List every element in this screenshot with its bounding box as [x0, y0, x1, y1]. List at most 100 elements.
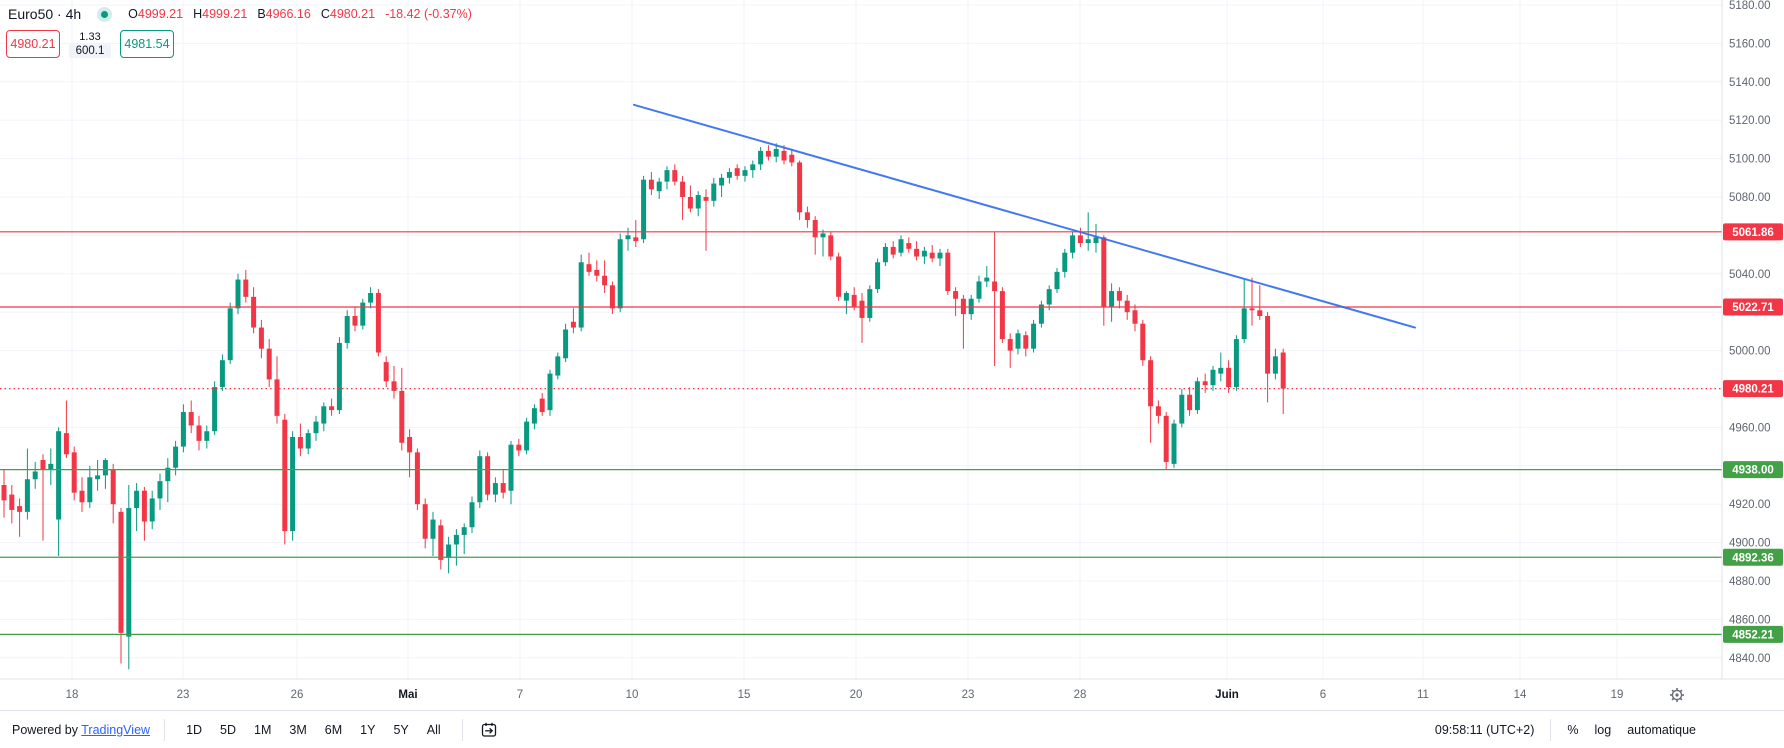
toolbar-divider	[164, 718, 166, 741]
candle-body	[664, 170, 670, 182]
x-tick-label-14[interactable]: 14	[1514, 689, 1527, 701]
candle-body	[290, 436, 296, 532]
candle-body	[1233, 339, 1239, 388]
x-tick-label-18[interactable]: 18	[66, 689, 79, 701]
x-tick-label-26[interactable]: 26	[291, 689, 304, 701]
x-tick-label-Juin[interactable]: Juin	[1215, 689, 1239, 701]
candle-body	[820, 233, 826, 238]
price-chart-svg[interactable]: 5061.86 5022.71 4980.21 4938.00 4892.36 4852.…	[0, 0, 1784, 710]
candle-body	[32, 471, 38, 480]
candle-body	[165, 467, 171, 482]
candle-body	[633, 237, 639, 242]
candle-body	[1179, 394, 1185, 424]
candle-body	[63, 433, 69, 455]
y-tick-label: 5040.00	[1729, 269, 1771, 281]
market-status-dot	[101, 10, 109, 18]
x-tick-label-7[interactable]: 7	[517, 689, 523, 701]
close-value: 4980.21	[329, 7, 376, 21]
x-tick-label-23[interactable]: 23	[962, 689, 975, 701]
candle-body	[360, 302, 366, 326]
descending-trendline[interactable]	[633, 103, 1416, 329]
x-tick-label-Mai[interactable]: Mai	[398, 689, 417, 701]
auto-scale-button[interactable]: automatique	[1627, 722, 1696, 737]
powered-by: Powered by TradingView	[12, 723, 150, 737]
x-tick-label-6[interactable]: 6	[1320, 689, 1326, 701]
candle-body	[56, 431, 62, 520]
candle-body	[1280, 352, 1286, 389]
candle-body	[656, 181, 662, 192]
candle-body	[516, 444, 522, 451]
candle-body	[992, 281, 998, 292]
candle-body	[531, 408, 537, 424]
sell-button[interactable]: 4980.21	[6, 30, 60, 58]
candle-body	[641, 179, 647, 240]
close-label: C	[320, 7, 330, 21]
candle-body	[789, 154, 795, 163]
candle-body	[867, 289, 873, 318]
candle-body	[383, 362, 389, 382]
candle-body	[1241, 308, 1247, 340]
x-tick-label-19[interactable]: 19	[1611, 689, 1624, 701]
symbol-info-row: Euro50 · 4h O4999.21 H4999.21 B4966.16 C…	[8, 6, 472, 22]
range-button-All[interactable]: All	[420, 719, 448, 741]
candle-body	[1031, 323, 1037, 349]
y-tick-label: 4900.00	[1729, 538, 1771, 550]
x-tick-label-20[interactable]: 20	[850, 689, 863, 701]
price-label-4980.21	[1723, 380, 1783, 398]
candle-body	[438, 525, 444, 560]
candle-body	[594, 269, 600, 276]
price-label-5061.86	[1723, 223, 1783, 241]
candle-body	[703, 196, 709, 201]
x-tick-label-11[interactable]: 11	[1417, 689, 1429, 701]
y-tick-label: 5100.00	[1729, 154, 1771, 166]
candle-body	[828, 235, 834, 257]
candle-body	[984, 277, 990, 282]
candle-body	[719, 177, 725, 186]
candle-body	[251, 296, 257, 328]
range-button-3M[interactable]: 3M	[282, 719, 313, 741]
candle-body	[422, 504, 428, 539]
candle-body	[929, 252, 935, 259]
candle-body	[750, 164, 756, 171]
candle-body	[797, 162, 803, 213]
candle-body	[453, 534, 459, 545]
candle-body	[157, 481, 163, 499]
x-tick-label-23[interactable]: 23	[177, 689, 190, 701]
open-label: O	[128, 7, 138, 21]
y-tick-label: 4920.00	[1729, 499, 1771, 511]
candle-body	[461, 527, 467, 535]
candle-body	[859, 300, 865, 318]
range-button-6M[interactable]: 6M	[318, 719, 349, 741]
x-tick-label-15[interactable]: 15	[738, 689, 751, 701]
candle-body	[87, 477, 93, 503]
go-to-date-button[interactable]	[477, 718, 501, 742]
range-button-1Y[interactable]: 1Y	[353, 719, 382, 741]
candle-body	[1272, 356, 1278, 374]
log-scale-button[interactable]: log	[1594, 722, 1612, 737]
candle-body	[875, 262, 881, 290]
percent-scale-button[interactable]: %	[1567, 722, 1579, 737]
candle-body	[485, 456, 491, 495]
low-label: B	[257, 7, 266, 21]
candle-body	[375, 292, 381, 353]
range-button-5Y[interactable]: 5Y	[386, 719, 415, 741]
symbol-title[interactable]: Euro50 · 4h	[8, 6, 82, 22]
candle-body	[578, 262, 584, 328]
x-tick-label-28[interactable]: 28	[1074, 689, 1087, 701]
range-button-5D[interactable]: 5D	[213, 719, 243, 741]
candle-body	[539, 398, 545, 413]
candle-body	[570, 321, 576, 328]
candle-body	[836, 256, 842, 297]
candle-body	[742, 170, 748, 176]
axis-settings-gear-icon[interactable]	[1670, 688, 1684, 702]
candle-body	[1070, 235, 1076, 253]
buy-button[interactable]: 4981.54	[120, 30, 174, 58]
x-tick-label-10[interactable]: 10	[626, 689, 639, 701]
candle-body	[687, 196, 693, 209]
ohlc-values: O4999.21 H4999.21 B4966.16 C4980.21 -18.…	[128, 7, 472, 21]
candle-body	[906, 243, 912, 249]
candle-body	[282, 419, 288, 532]
tradingview-link[interactable]: TradingView	[81, 722, 151, 737]
range-button-1M[interactable]: 1M	[247, 719, 278, 741]
range-button-1D[interactable]: 1D	[179, 719, 209, 741]
